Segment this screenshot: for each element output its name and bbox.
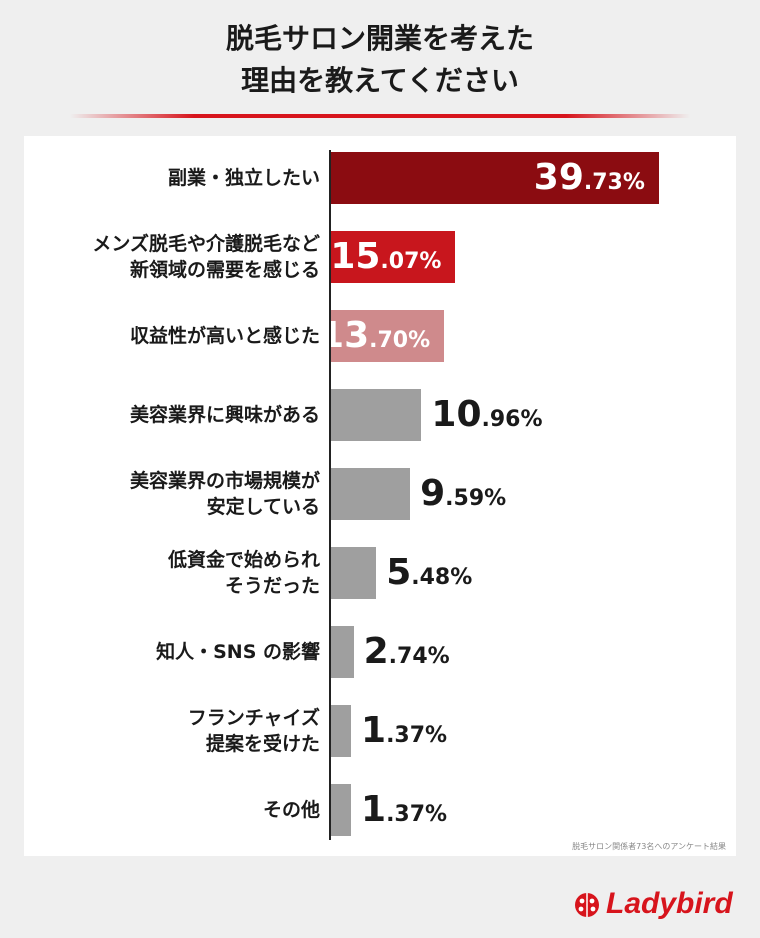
value-label: 13.70%: [319, 315, 431, 356]
value-label: 9.59%: [420, 473, 507, 514]
bar: [331, 547, 377, 599]
source-note: 脱毛サロン関係者73名へのアンケート結果: [572, 842, 726, 851]
bar: [331, 152, 659, 204]
value-label: 39.73%: [533, 157, 645, 198]
chart-title-line-1: 脱毛サロン開業を考えた: [225, 22, 534, 55]
category-label: 美容業界に興味がある: [129, 404, 320, 426]
bar: [331, 468, 411, 520]
title-underline: [70, 114, 690, 118]
category-label: フランチャイズ 提案を受けた: [187, 707, 320, 755]
value-label: 5.48%: [386, 552, 473, 593]
category-label: 美容業界の市場規模が 安定している: [129, 470, 320, 518]
category-label: 低資金で始められ そうだった: [167, 549, 320, 597]
bar: [331, 389, 422, 441]
value-label: 1.37%: [361, 710, 448, 751]
y-axis-line: [329, 150, 331, 840]
value-label: 2.74%: [363, 631, 450, 672]
bar: [331, 705, 351, 757]
bar: [331, 231, 456, 283]
value-label: 1.37%: [361, 789, 448, 830]
category-label: 知人・SNS の影響: [156, 641, 320, 663]
ladybug-icon: [575, 893, 599, 917]
value-label: 10.96%: [431, 394, 543, 435]
bar: [331, 784, 351, 836]
category-label: その他: [262, 799, 320, 821]
category-label: メンズ脱毛や介護脱毛など 新領域の需要を感じる: [92, 233, 320, 281]
bar: [331, 310, 445, 362]
bar: [331, 626, 354, 678]
chart-title-line-2: 理由を教えてください: [241, 64, 519, 97]
value-label: 15.07%: [330, 236, 442, 277]
chart-title: 脱毛サロン開業を考えた 理由を教えてください: [0, 18, 760, 102]
category-label: 副業・独立したい: [167, 167, 320, 189]
brand-logo: Ladybird: [572, 884, 740, 924]
logo-text: Ladybird: [606, 887, 733, 920]
category-label: 収益性が高いと感じた: [129, 325, 320, 347]
